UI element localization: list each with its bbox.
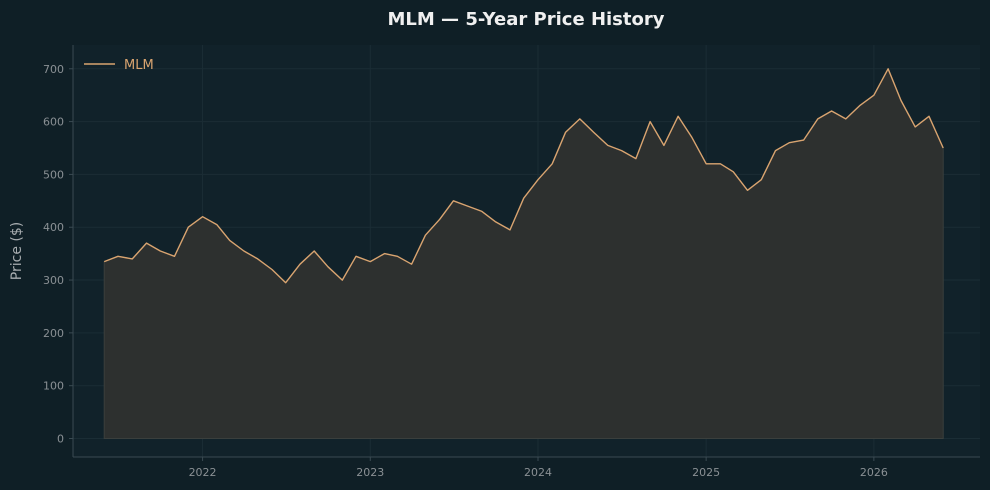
x-axis-ticks: 2022 2023 2024 2025 2026 [189,457,888,479]
x-tick-label: 2026 [860,466,888,479]
x-tick-label: 2024 [524,466,552,479]
y-tick-label: 100 [43,380,64,393]
series-line-mlm [103,68,944,284]
chart-title: MLM — 5-Year Price History [388,9,665,30]
axis-spines [72,45,980,458]
legend-label-mlm: MLM [124,58,154,73]
y-tick-label: 0 [57,433,64,446]
y-tick-label: 400 [43,221,64,234]
x-tick-label: 2023 [356,466,384,479]
legend: MLM [84,58,154,73]
y-axis-ticks: 0 100 200 300 400 500 600 700 [43,63,73,446]
x-tick-label: 2022 [189,466,217,479]
x-tick-label: 2025 [692,466,720,479]
y-tick-label: 600 [43,116,64,129]
y-tick-label: 500 [43,168,64,181]
y-tick-label: 300 [43,274,64,287]
y-axis-label: Price ($) [9,222,25,280]
y-tick-label: 700 [43,63,64,76]
y-tick-label: 200 [43,327,64,340]
